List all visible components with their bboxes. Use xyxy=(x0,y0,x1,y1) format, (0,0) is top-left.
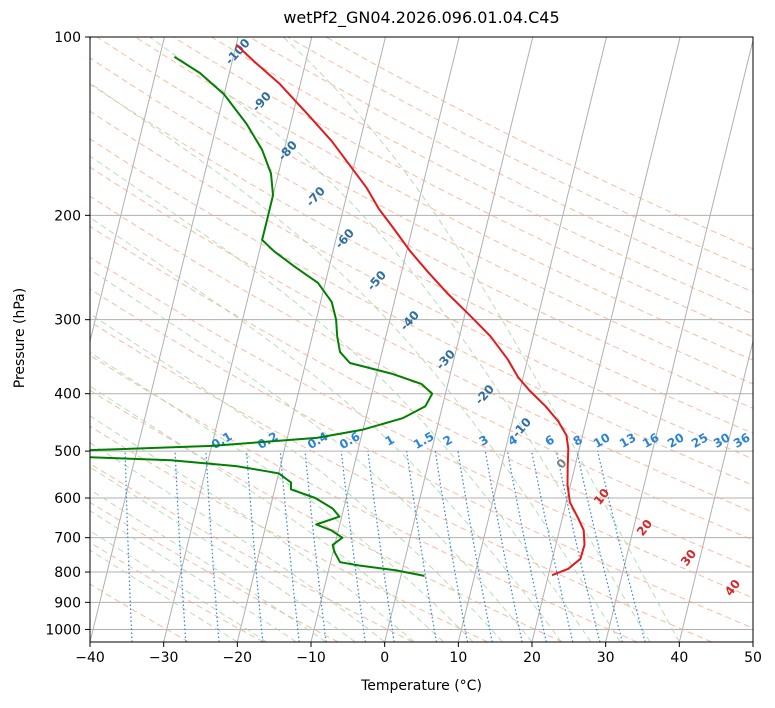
dry-adiabat-line xyxy=(90,425,488,642)
chart-title: wetPf2_GN04.2026.096.01.04.C45 xyxy=(283,8,560,27)
y-tick-label: 700 xyxy=(54,531,81,547)
moist-adiabat-line xyxy=(90,313,503,642)
plot-frame xyxy=(89,36,754,643)
y-tick-label: 300 xyxy=(54,313,81,329)
mixing-ratio-line xyxy=(367,451,395,642)
isotherm-line xyxy=(384,37,534,642)
moist-adiabat-line xyxy=(90,155,592,642)
x-tick-label: −30 xyxy=(149,650,179,666)
x-tick-label: 10 xyxy=(449,650,467,666)
profile-series xyxy=(90,43,586,577)
y-tick-label: 1000 xyxy=(45,622,81,638)
mixing-ratio-line xyxy=(531,450,574,642)
moist-adiabat-line xyxy=(90,489,326,642)
x-axis-label: Temperature (°C) xyxy=(361,678,482,694)
isotherm-line xyxy=(457,37,607,642)
dry-adiabat-line xyxy=(90,110,753,460)
mixing-ratio-line xyxy=(457,451,493,642)
x-tick-label: −20 xyxy=(223,650,253,666)
plot-area xyxy=(90,37,753,642)
dry-adiabat-line xyxy=(90,83,753,434)
dry-adiabat-line xyxy=(249,37,753,293)
y-tick-label: 900 xyxy=(54,595,81,611)
moist-adiabat-line xyxy=(90,442,386,642)
x-tick-label: 50 xyxy=(744,650,762,666)
x-tick-label: 30 xyxy=(597,650,615,666)
y-tick-label: 400 xyxy=(54,387,81,403)
moist-adiabat-line xyxy=(90,385,444,642)
y-tick-label: 100 xyxy=(54,30,81,46)
temperature-profile-line xyxy=(235,43,586,577)
mixing-ratio-line xyxy=(279,451,300,642)
dry-adiabat-line xyxy=(90,583,190,642)
mixing-ratio-line xyxy=(555,450,601,642)
dry-adiabat-line xyxy=(90,321,712,642)
y-tick-label: 800 xyxy=(54,565,81,581)
dry-adiabat-line xyxy=(173,37,753,338)
mixing-ratio-line xyxy=(506,450,547,642)
isotherm-line xyxy=(236,37,386,642)
x-tick-label: −40 xyxy=(75,650,105,666)
x-tick-label: 0 xyxy=(380,650,389,666)
moist-adiabat-line xyxy=(90,268,533,642)
moist-adiabat-line xyxy=(282,37,680,642)
x-tick-label: 20 xyxy=(523,650,541,666)
dry-adiabat-line xyxy=(90,463,414,642)
x-axis-ticks: −40 −30 −20 −10 0 10 20 30 40 50 xyxy=(75,642,762,666)
isotherm-line xyxy=(605,38,753,642)
moist-adiabat-line xyxy=(90,351,474,642)
moist-adiabat-line xyxy=(90,216,562,642)
mixing-ratio-line xyxy=(597,450,646,642)
dry-adiabat-line xyxy=(90,389,563,642)
y-tick-label: 600 xyxy=(54,491,81,507)
mixing-ratio-line xyxy=(406,451,437,642)
y-tick-label: 500 xyxy=(54,444,81,460)
y-tick-label: 200 xyxy=(54,208,81,224)
isotherm-line xyxy=(678,339,753,642)
dry-adiabat-line xyxy=(90,166,753,513)
moist-adiabat-line xyxy=(90,466,356,642)
dry-adiabat-line xyxy=(90,354,638,642)
background-lines xyxy=(90,37,753,642)
mixing-ratio-line xyxy=(576,450,623,642)
mixing-ratio-line xyxy=(304,451,327,642)
moist-adiabat-line xyxy=(90,415,415,642)
dry-adiabat-line xyxy=(134,37,753,361)
mixing-ratio-line xyxy=(246,451,264,642)
isotherm-line xyxy=(90,37,239,642)
dry-adiabat-line xyxy=(90,195,753,541)
dry-adiabat-line xyxy=(90,225,753,570)
isotherm-line xyxy=(163,37,313,642)
mixing-ratio-line xyxy=(340,451,366,642)
y-axis-label: Pressure (hPa) xyxy=(12,287,28,389)
mixing-ratio-line xyxy=(484,450,523,642)
isotherm-line xyxy=(752,639,753,642)
y-axis-ticks: 100 200 300 400 500 600 700 800 900 1000 xyxy=(45,30,90,638)
x-tick-label: 40 xyxy=(670,650,688,666)
isotherm-line xyxy=(531,37,681,642)
dewpoint-profile-line xyxy=(90,55,434,577)
x-tick-label: −10 xyxy=(296,650,326,666)
moist-adiabat-line xyxy=(90,82,621,642)
